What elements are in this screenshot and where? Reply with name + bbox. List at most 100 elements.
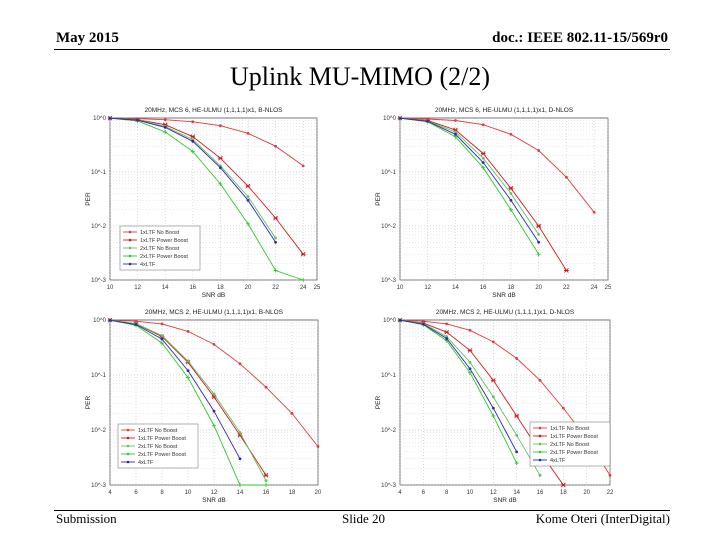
x-tick-label: 10 <box>467 490 474 496</box>
legend-marker <box>126 444 130 448</box>
legend-label: 2xLTF No Boost <box>138 444 178 450</box>
data-point <box>191 139 195 143</box>
data-point <box>246 131 250 135</box>
data-point <box>454 130 457 134</box>
data-point <box>398 116 402 120</box>
y-tick-label: 10^-1 <box>91 170 106 176</box>
data-point <box>264 483 268 487</box>
header-doc-id: doc.: IEEE 802.11-15/569r0 <box>492 30 668 46</box>
y-axis-label: PER <box>375 192 382 206</box>
data-point <box>274 236 277 240</box>
x-tick-label: 22 <box>563 285 570 291</box>
x-tick-label: 12 <box>211 490 218 496</box>
series-line <box>399 319 518 453</box>
legend-marker <box>538 450 542 454</box>
data-point <box>190 134 196 140</box>
data-point <box>160 334 164 338</box>
x-tick-label: 12 <box>424 285 431 291</box>
data-point <box>108 318 112 322</box>
y-tick-label: 10^0 <box>93 116 106 122</box>
data-point <box>514 461 519 466</box>
y-tick-label: 10^-2 <box>381 224 396 230</box>
legend-marker <box>538 434 542 438</box>
x-tick-label: 22 <box>272 285 279 291</box>
x-tick-label: 20 <box>315 490 322 496</box>
data-point <box>537 240 541 244</box>
data-point <box>163 125 167 129</box>
legend-label: 1xLTF Power Boost <box>140 238 188 244</box>
data-point <box>246 221 250 226</box>
data-point <box>212 392 216 396</box>
data-point <box>537 149 541 152</box>
y-tick-label: 10^-1 <box>91 373 106 379</box>
y-tick-label: 10^-3 <box>91 483 106 489</box>
data-point <box>515 450 519 454</box>
data-point <box>212 423 216 428</box>
legend-label: 1xLTF No Boost <box>138 428 178 434</box>
x-tick-label: 14 <box>513 490 520 496</box>
legend-marker <box>128 262 132 266</box>
x-tick-label: 18 <box>217 285 224 291</box>
data-point <box>491 395 495 399</box>
data-point <box>212 343 216 346</box>
legend-label: 2xLTF No Boost <box>550 442 590 448</box>
data-point <box>238 483 242 487</box>
legend-marker <box>538 426 542 430</box>
x-axis-label: SNR dB <box>202 292 225 299</box>
x-tick-label: 4 <box>108 490 112 496</box>
data-point <box>538 473 542 477</box>
data-point <box>238 457 242 461</box>
data-point <box>218 181 223 186</box>
data-point <box>160 341 164 346</box>
data-point <box>212 409 216 413</box>
data-point <box>134 319 138 323</box>
x-tick-label: 14 <box>237 490 244 496</box>
legend-label: 4xLTF <box>140 262 156 268</box>
data-point <box>245 183 251 189</box>
legend-label: 1xLTF No Boost <box>550 426 590 432</box>
series-line <box>399 117 540 243</box>
x-axis-label: SNR dB <box>492 292 515 299</box>
data-point <box>608 473 612 477</box>
y-tick-label: 10^-3 <box>91 278 106 284</box>
data-point <box>274 240 277 244</box>
data-point <box>481 165 486 170</box>
x-tick-label: 25 <box>314 285 321 291</box>
data-point <box>444 329 449 335</box>
chart-title: 20MHz, MCS 2, HE-ULMU (1,1,1,1)x1, B-NLO… <box>145 309 284 316</box>
legend-label: 4xLTF <box>550 458 566 464</box>
data-point <box>491 340 495 344</box>
y-tick-label: 10^-2 <box>91 428 106 434</box>
data-point <box>445 337 449 340</box>
legend-label: 4xLTF <box>138 460 154 466</box>
data-point <box>108 116 112 120</box>
chart-panel-1: 10 12 14 16 18 20 22 24 25 10^0 10^-1 10^-2 10^-3 20M… <box>85 107 321 299</box>
legend-marker <box>126 436 130 440</box>
legend-marker <box>128 246 132 250</box>
series-line <box>109 117 304 281</box>
series-line <box>109 117 304 167</box>
data-point <box>491 406 495 410</box>
legend-marker <box>128 238 132 242</box>
legend-label: 1xLTF Power Boost <box>550 434 598 440</box>
data-point <box>264 479 268 483</box>
legend-marker <box>126 460 130 464</box>
legend-label: 2xLTF Power Boost <box>138 452 186 458</box>
y-tick-label: 10^-2 <box>381 428 396 434</box>
chart-panel-3: 4 6 8 10 12 14 16 18 20 10^0 10^-1 10^-2 10^-3 20MHz,… <box>85 309 322 504</box>
x-tick-label: 16 <box>263 490 270 496</box>
x-tick-label: 10 <box>185 490 192 496</box>
data-point <box>301 278 306 282</box>
data-point <box>300 251 306 257</box>
legend-label: 1xLTF No Boost <box>140 230 180 236</box>
data-point <box>160 337 164 341</box>
data-point <box>190 149 195 154</box>
x-tick-label: 12 <box>490 490 497 496</box>
data-point <box>481 123 485 127</box>
x-tick-label: 18 <box>508 285 515 291</box>
data-point <box>398 318 402 322</box>
series-line <box>399 117 595 213</box>
y-tick-label: 10^-3 <box>381 278 396 284</box>
chart-title: 20MHz, MCS 2, HE-ULMU (1,1,1,1)x1, D-NLO… <box>436 309 575 316</box>
